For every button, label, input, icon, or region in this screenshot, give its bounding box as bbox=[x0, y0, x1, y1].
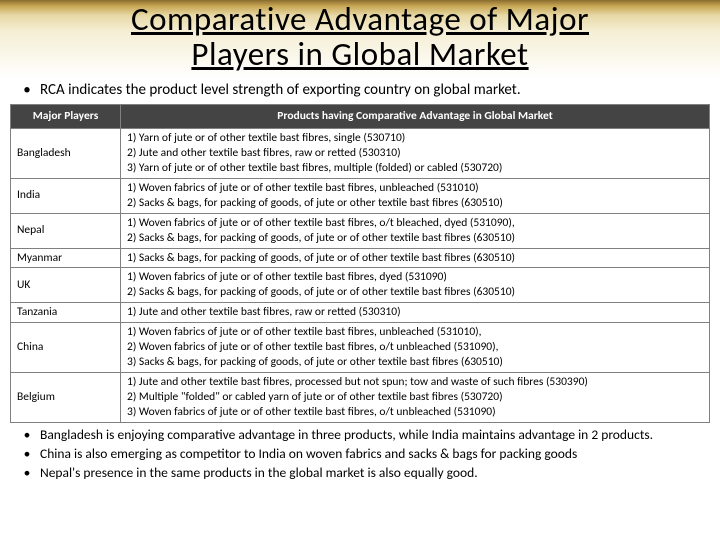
products-cell: 1) Sacks & bags, for packing of goods, o… bbox=[121, 248, 710, 268]
country-cell: India bbox=[11, 178, 121, 213]
intro-bullet: • RCA indicates the product level streng… bbox=[0, 78, 720, 104]
comparative-advantage-table: Major Players Products having Comparativ… bbox=[10, 104, 710, 423]
header-major-players: Major Players bbox=[11, 105, 121, 129]
country-cell: Nepal bbox=[11, 213, 121, 248]
table-row: Bangladesh1) Yarn of jute or of other te… bbox=[11, 128, 710, 178]
country-cell: Tanzania bbox=[11, 303, 121, 323]
note-item: •Nepal's presence in the same products i… bbox=[14, 465, 706, 482]
country-cell: UK bbox=[11, 268, 121, 303]
note-item: •China is also emerging as competitor to… bbox=[14, 446, 706, 463]
table-header-row: Major Players Products having Comparativ… bbox=[11, 105, 710, 129]
table-row: UK1) Woven fabrics of jute or of other t… bbox=[11, 268, 710, 303]
intro-text: RCA indicates the product level strength… bbox=[40, 81, 706, 99]
products-cell: 1) Yarn of jute or of other textile bast… bbox=[121, 128, 710, 178]
slide-title: Comparative Advantage of Major Players i… bbox=[0, 2, 720, 71]
country-cell: China bbox=[11, 323, 121, 373]
country-cell: Bangladesh bbox=[11, 128, 121, 178]
note-text: China is also emerging as competitor to … bbox=[40, 446, 706, 463]
products-cell: 1) Woven fabrics of jute or of other tex… bbox=[121, 178, 710, 213]
bullet-icon: • bbox=[14, 446, 40, 463]
title-bar: Comparative Advantage of Major Players i… bbox=[0, 0, 720, 78]
table-row: India1) Woven fabrics of jute or of othe… bbox=[11, 178, 710, 213]
products-cell: 1) Woven fabrics of jute or of other tex… bbox=[121, 213, 710, 248]
header-products: Products having Comparative Advantage in… bbox=[121, 105, 710, 129]
note-item: •Bangladesh is enjoying comparative adva… bbox=[14, 427, 706, 444]
title-line-2: Players in Global Market bbox=[191, 34, 528, 74]
bullet-icon: • bbox=[14, 465, 40, 482]
note-text: Bangladesh is enjoying comparative advan… bbox=[40, 427, 706, 444]
table-row: Nepal1) Woven fabrics of jute or of othe… bbox=[11, 213, 710, 248]
table-row: China1) Woven fabrics of jute or of othe… bbox=[11, 323, 710, 373]
note-text: Nepal's presence in the same products in… bbox=[40, 465, 706, 482]
notes-section: •Bangladesh is enjoying comparative adva… bbox=[0, 423, 720, 482]
country-cell: Belgium bbox=[11, 373, 121, 423]
products-cell: 1) Woven fabrics of jute or of other tex… bbox=[121, 268, 710, 303]
table-row: Belgium1) Jute and other textile bast fi… bbox=[11, 373, 710, 423]
bullet-icon: • bbox=[14, 427, 40, 444]
products-cell: 1) Woven fabrics of jute or of other tex… bbox=[121, 323, 710, 373]
products-cell: 1) Jute and other textile bast fibres, r… bbox=[121, 303, 710, 323]
bullet-icon: • bbox=[14, 81, 40, 99]
table-row: Tanzania1) Jute and other textile bast f… bbox=[11, 303, 710, 323]
country-cell: Myanmar bbox=[11, 248, 121, 268]
table-row: Myanmar1) Sacks & bags, for packing of g… bbox=[11, 248, 710, 268]
products-cell: 1) Jute and other textile bast fibres, p… bbox=[121, 373, 710, 423]
